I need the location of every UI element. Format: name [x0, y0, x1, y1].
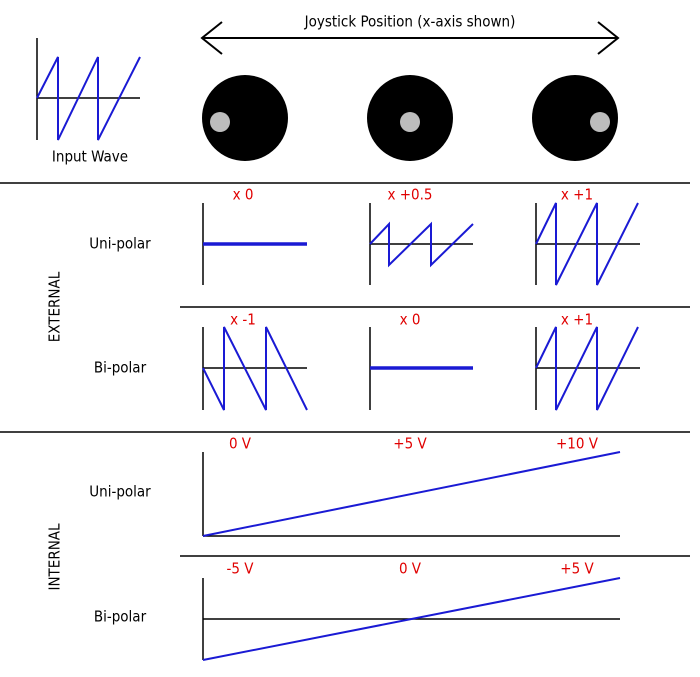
level-label: x +0.5	[387, 186, 432, 204]
row-label: Uni-polar	[89, 483, 151, 501]
input-wave-label: Input Wave	[52, 148, 128, 166]
row-label: Bi-polar	[94, 608, 147, 626]
level-label: +5 V	[393, 435, 427, 453]
level-label: x -1	[230, 311, 256, 329]
level-label: x +1	[561, 311, 593, 329]
level-label: x 0	[233, 186, 254, 204]
separators	[0, 182, 690, 557]
level-label: x +1	[561, 186, 593, 204]
int-graphs	[202, 451, 621, 661]
level-label: 0 V	[229, 435, 252, 453]
joysticks	[202, 75, 618, 161]
level-label: +5 V	[560, 560, 594, 578]
input-wave-graph	[36, 38, 141, 141]
level-label: -5 V	[227, 560, 255, 578]
level-label: 0 V	[399, 560, 422, 578]
level-label: x 0	[400, 311, 421, 329]
ext-uni-graphs	[202, 202, 640, 286]
joystick-arrow	[200, 10, 620, 55]
row-label: Uni-polar	[89, 235, 151, 253]
ext-bi-graphs	[202, 326, 640, 411]
row-label: Bi-polar	[94, 359, 147, 377]
section-label: EXTERNAL	[46, 271, 64, 342]
level-label: +10 V	[556, 435, 599, 453]
section-label: INTERNAL	[46, 523, 64, 591]
header-title: Joystick Position (x-axis shown)	[304, 13, 516, 31]
